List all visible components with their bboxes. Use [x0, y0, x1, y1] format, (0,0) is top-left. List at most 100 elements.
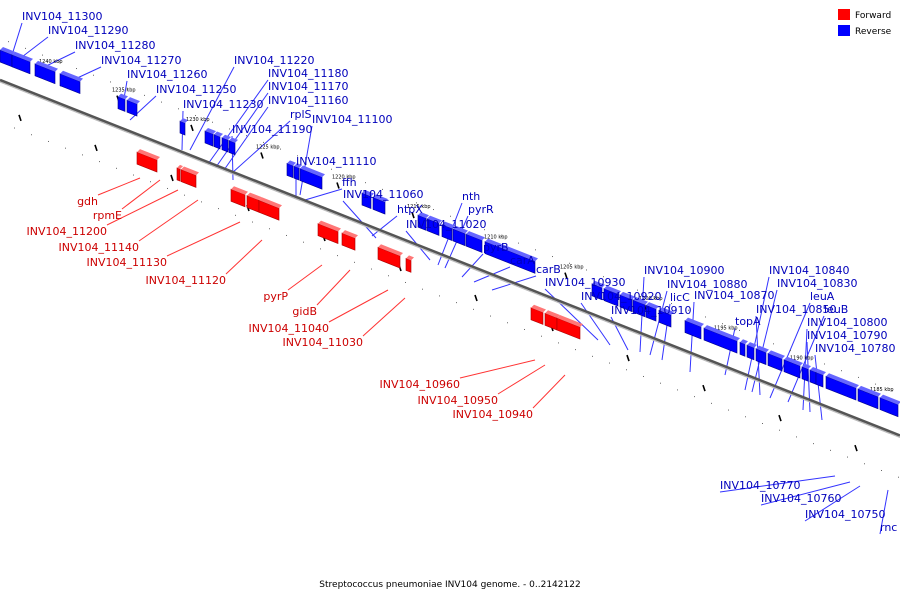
reverse-gene-block	[684, 317, 704, 340]
gene-blocks	[0, 47, 900, 418]
guide-dot	[524, 328, 525, 330]
reverse-gene-block	[645, 302, 659, 322]
reverse-gene-block-face	[441, 224, 453, 241]
leader-inv104-11030	[362, 297, 406, 337]
forward-gene-block-top	[531, 304, 546, 313]
reverse-gene-block	[179, 118, 188, 136]
guide-dot	[473, 308, 474, 310]
reverse-gene-block-top	[826, 373, 859, 389]
reverse-gene-block	[658, 307, 674, 328]
reverse-gene-block-top	[205, 127, 216, 135]
reverse-gene-block	[34, 60, 58, 85]
gene-label-inv104-11120: INV104_11120	[146, 274, 227, 287]
scale-tick	[336, 182, 340, 189]
guide-dot	[881, 469, 882, 471]
reverse-gene-block-face	[783, 359, 801, 379]
forward-gene-block-face	[176, 167, 181, 182]
guide-dot	[354, 261, 355, 263]
leader-htpx	[371, 215, 398, 237]
forward-gene-block-top	[231, 186, 248, 195]
forward-gene-block-face	[341, 232, 356, 251]
gene-label-inv104-10800: INV104_10800	[807, 316, 888, 329]
guide-dot	[756, 336, 757, 338]
guide-dot	[660, 382, 661, 384]
reverse-gene-block-top	[427, 215, 442, 224]
leader-gdh	[97, 177, 141, 196]
scale-tick	[411, 211, 415, 219]
gene-label-inv104-10770: INV104_10770	[720, 479, 801, 492]
guide-dot	[807, 356, 808, 358]
reverse-gene-block-face	[857, 388, 879, 410]
reverse-gene-block-top	[373, 194, 388, 203]
forward-gene-block-top	[557, 315, 583, 328]
guide-dot	[31, 134, 32, 136]
guide-dot	[280, 148, 281, 150]
guide-dot	[59, 61, 60, 63]
reverse-gene-block	[452, 225, 468, 247]
forward-gene-block	[246, 192, 262, 213]
guide-dot	[518, 242, 519, 244]
guide-dot	[269, 228, 270, 230]
leader-inv104-11200	[106, 189, 179, 226]
gene-label-inv104-11300: INV104_11300	[22, 10, 103, 23]
reverse-gene-block	[228, 137, 238, 156]
reverse-gene-block	[126, 97, 140, 117]
leader-inv104-10940	[532, 374, 566, 409]
guide-dot	[82, 154, 83, 156]
gene-label-pyrb: pyrB	[483, 241, 509, 254]
reverse-gene-block-top	[704, 325, 740, 342]
reverse-gene-block	[441, 221, 455, 241]
guide-dot	[569, 262, 570, 264]
guide-dot	[552, 256, 553, 258]
reverse-gene-block	[372, 194, 388, 215]
guide-dot	[195, 115, 196, 117]
scale-tick-label: 1240 kbp	[39, 59, 63, 65]
guide-dot	[337, 255, 338, 257]
guide-dot	[450, 215, 451, 217]
leader-inv104-10760	[760, 481, 851, 506]
forward-gene-block-top	[318, 220, 341, 232]
reverse-gene-block-top	[453, 225, 468, 234]
reverse-gene-block	[632, 297, 648, 318]
guide-dot	[42, 54, 43, 56]
guide-dot	[422, 288, 423, 290]
guide-dot	[467, 222, 468, 224]
gene-label-pyrp: pyrP	[263, 290, 288, 303]
backbone-shadow	[0, 81, 900, 439]
guide-dot	[654, 296, 655, 298]
scale-tick-label: 1230 kbp	[186, 117, 210, 123]
reverse-gene-block	[857, 385, 881, 410]
gene-label-inv104-11220: INV104_11220	[234, 54, 315, 67]
reverse-gene-block-top	[118, 93, 128, 100]
guide-dot	[263, 141, 264, 143]
leader-inv104-11160	[223, 106, 269, 171]
legend: Forward Reverse	[838, 9, 892, 37]
legend-reverse-label: Reverse	[855, 27, 892, 37]
gene-label-nth: nth	[462, 190, 480, 203]
gene-label-inv104-10750: INV104_10750	[805, 508, 886, 521]
reverse-gene-block	[417, 212, 429, 231]
gene-label-inv104-10880: INV104_10880	[667, 278, 748, 291]
gene-label-inv104-11260: INV104_11260	[127, 68, 208, 81]
gene-label-inv104-11160: INV104_11160	[268, 94, 349, 107]
guide-dot	[490, 315, 491, 317]
leader-inv104-11140	[138, 199, 199, 242]
gene-label-gidb: gidB	[292, 305, 317, 318]
reverse-gene-block-face	[59, 73, 81, 95]
leader-rpls	[231, 120, 291, 174]
guide-dot	[892, 390, 893, 392]
gene-label-leub: leuB	[824, 303, 848, 316]
forward-gene-block-face	[530, 307, 544, 325]
guide-dot	[541, 335, 542, 337]
guide-dot	[297, 155, 298, 157]
gene-label-inv104-10830: INV104_10830	[777, 277, 858, 290]
reverse-gene-block-top	[12, 51, 33, 62]
gene-label-inv104-10840: INV104_10840	[769, 264, 850, 277]
reverse-gene-block-top	[418, 212, 429, 219]
forward-gene-block-face	[136, 151, 158, 173]
leader-inv104-10950	[497, 364, 546, 395]
leader-pyrp	[287, 264, 323, 291]
scale-tick-label: 1210 kbp	[484, 235, 508, 241]
guide-dot	[144, 94, 145, 96]
forward-gene-block-face	[556, 317, 581, 340]
